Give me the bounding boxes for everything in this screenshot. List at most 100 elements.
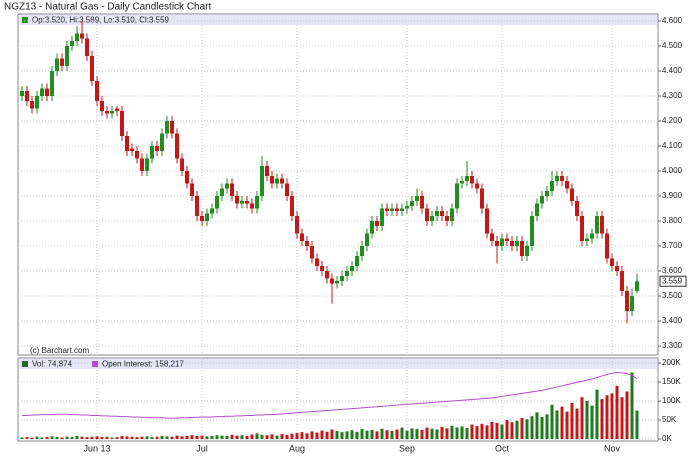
volume-bar	[195, 435, 199, 439]
volume-bar	[110, 437, 114, 439]
candle-body	[70, 41, 74, 46]
volume-bar	[105, 436, 109, 439]
volume-bar	[455, 427, 459, 439]
candle-body	[40, 88, 44, 96]
volume-bar	[155, 436, 159, 439]
candle-body	[150, 146, 154, 159]
legend-strip	[19, 15, 657, 25]
candle-body	[50, 71, 54, 96]
y-tick-label: 4.400	[662, 66, 683, 75]
volume-bar	[470, 424, 474, 439]
candle-body	[455, 183, 459, 209]
candle-body	[265, 166, 269, 176]
candle-body	[100, 101, 104, 111]
volume-bar	[625, 391, 629, 439]
copyright: (c) Barchart.com	[30, 346, 89, 355]
candle-body	[65, 46, 69, 66]
candle-body	[45, 88, 49, 96]
candle-body	[240, 201, 244, 204]
volume-bar	[165, 436, 169, 439]
x-tick-label: Sep	[399, 443, 415, 453]
last-price-box	[659, 275, 687, 287]
volume-bar	[605, 395, 609, 439]
volume-bar	[410, 428, 414, 439]
candle-body	[225, 183, 229, 189]
volume-bar	[235, 435, 239, 439]
volume-bar	[210, 435, 214, 439]
candle-body	[465, 176, 469, 181]
candle-body	[235, 196, 239, 204]
candle-body	[420, 196, 424, 209]
volume-bar	[375, 431, 379, 439]
volume-bar	[135, 437, 139, 439]
candle-body	[510, 241, 514, 246]
volume-bar	[545, 414, 549, 439]
candle-body	[315, 258, 319, 266]
volume-bar	[415, 429, 419, 439]
candle-body	[515, 241, 519, 246]
y-tick-label: 3.700	[662, 241, 683, 250]
volume-bar	[190, 435, 194, 439]
candle-body	[115, 108, 119, 111]
volume-bar	[575, 408, 579, 439]
candle-body	[325, 271, 329, 279]
volume-bar	[115, 437, 119, 439]
x-tick-label: Nov	[604, 443, 621, 453]
y-tick-label: 4.300	[662, 91, 683, 100]
volume-bar	[90, 436, 94, 439]
candle-body	[175, 133, 179, 159]
volume-bar	[530, 416, 534, 439]
candle-body	[260, 166, 264, 196]
candle-body	[195, 196, 199, 216]
volume-bar	[290, 433, 294, 439]
legend-text: Op:3.520, Hi:3.589, Lo:3.510, Cl:3.559	[32, 16, 170, 25]
candle-body	[55, 58, 59, 71]
candle-body	[570, 188, 574, 201]
volume-bar	[255, 433, 259, 439]
candle-body	[470, 176, 474, 184]
candle-body	[110, 111, 114, 114]
volume-bar	[370, 429, 374, 439]
volume-bar	[20, 437, 24, 439]
volume-bar	[385, 430, 389, 439]
candle-body	[245, 201, 249, 204]
volume-bar	[315, 432, 319, 439]
candle-body	[485, 208, 489, 234]
legend-label: Vol: 74,874	[32, 360, 73, 369]
candle-body	[320, 266, 324, 271]
candle-body	[300, 233, 304, 241]
candle-body	[550, 181, 554, 191]
candle-body	[310, 246, 314, 259]
candle-body	[410, 201, 414, 206]
candle-body	[495, 241, 499, 246]
candle-body	[170, 121, 174, 134]
candle-body	[580, 216, 584, 241]
candle-body	[450, 208, 454, 221]
candle-body	[285, 183, 289, 196]
candle-body	[415, 196, 419, 201]
legend-swatch	[22, 361, 28, 367]
candle-body	[630, 296, 634, 311]
candle-body	[400, 208, 404, 211]
candle-body	[105, 111, 109, 114]
volume-bar	[175, 435, 179, 439]
volume-bar	[225, 435, 229, 439]
candle-body	[290, 196, 294, 216]
candle-body	[430, 216, 434, 221]
y-tick-label: 0K	[662, 434, 672, 443]
candle-body	[595, 216, 599, 234]
volume-bar	[75, 435, 79, 439]
candle-body	[140, 158, 144, 171]
candle-body	[395, 208, 399, 211]
volume-bar	[295, 432, 299, 439]
volume-bar	[520, 418, 524, 439]
candle-body	[305, 241, 309, 246]
y-tick-label: 4.500	[662, 41, 683, 50]
volume-bar	[550, 404, 554, 439]
candle-body	[385, 208, 389, 211]
candle-body	[560, 176, 564, 181]
volume-bar	[500, 424, 504, 439]
candle-body	[480, 188, 484, 209]
volume-bar	[405, 430, 409, 439]
volume-bar	[260, 434, 264, 439]
